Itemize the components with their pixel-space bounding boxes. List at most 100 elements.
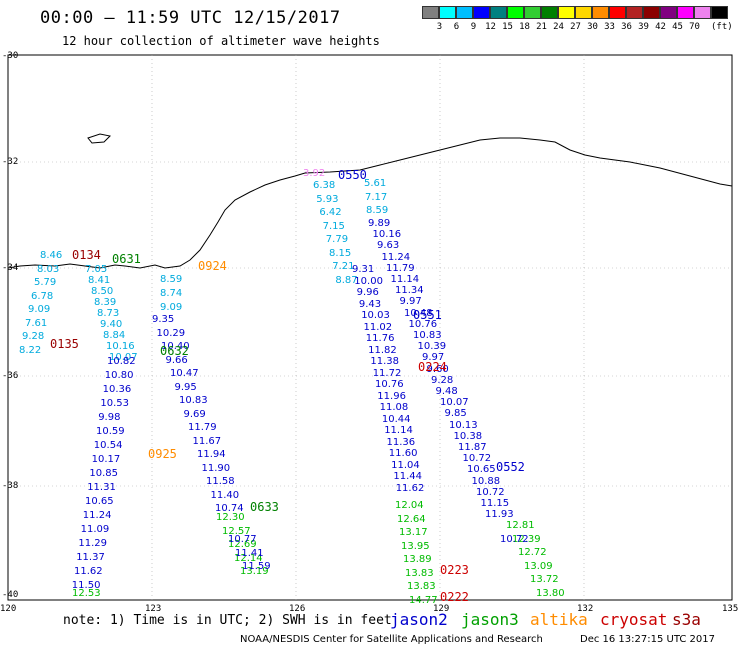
wave-height-value: 10.07 [440, 397, 469, 409]
wave-height-value: 7.61 [25, 317, 48, 329]
wave-height-value: 7.15 [322, 220, 345, 232]
wave-height-value: 10.72 [500, 534, 529, 545]
wave-height-value: 9.09 [28, 304, 51, 315]
wave-height-value: 12.39 [512, 533, 541, 545]
colorbar-label: 42 [655, 22, 666, 32]
colorbar-swatch [694, 6, 711, 19]
wave-height-value: 11.82 [368, 344, 397, 356]
wave-height-value: 8.59 [160, 274, 183, 285]
wave-height-value: 11.34 [395, 285, 424, 297]
wave-height-value: 10.53 [100, 398, 130, 409]
pass-time-label: 0224 [418, 360, 447, 374]
map-frame [7, 54, 733, 601]
lat-label-32: -32 [2, 157, 19, 167]
lon-label-132: 132 [577, 604, 594, 614]
colorbar-label: 33 [604, 22, 615, 32]
wave-height-value: 9.66 [165, 354, 188, 366]
wave-height-value: 10.48 [404, 307, 433, 319]
colorbar-swatch [711, 6, 728, 19]
colorbar-swatch [592, 6, 609, 19]
wave-height-value: 7.05 [85, 264, 108, 275]
wave-height-value: 11.90 [201, 462, 231, 474]
wave-height-value: 8.50 [91, 286, 114, 297]
colorbar-label: 36 [621, 22, 632, 32]
lon-label-126: 126 [289, 604, 306, 614]
lon-label-123: 123 [145, 604, 162, 614]
wave-height-value: 8.03 [37, 263, 60, 275]
wave-height-value: 11.04 [391, 459, 420, 471]
wave-height-value: 10.77 [228, 534, 257, 545]
coastline [7, 137, 733, 269]
wave-height-value: 8.46 [40, 250, 63, 261]
wave-height-value: 9.35 [152, 314, 175, 325]
colorbar-label: 30 [587, 22, 598, 32]
colorbar-swatch [575, 6, 592, 19]
colorbar-label: 70 [689, 22, 700, 32]
wave-height-value: 9.09 [160, 302, 183, 313]
pass-time-label: 0550 [338, 168, 367, 182]
colorbar-swatch [507, 6, 524, 19]
wave-height-value: 3.92 [303, 168, 326, 179]
wave-height-value: 11.62 [74, 566, 103, 577]
wave-height-value: 13.09 [524, 560, 553, 572]
wave-height-value: 12.53 [72, 588, 101, 599]
wave-height-value: 10.16 [106, 341, 135, 352]
wave-height-value: 12.69 [228, 539, 257, 550]
wave-height-value: 10.39 [417, 341, 447, 353]
wave-height-value: 11.87 [458, 442, 487, 453]
wave-height-value: 11.08 [379, 402, 409, 413]
wave-height-value: 8.39 [94, 297, 117, 308]
wave-height-value: 10.13 [449, 419, 478, 431]
wave-height-value: 10.83 [413, 330, 442, 341]
wave-height-value: 11.72 [372, 367, 402, 379]
grid [8, 55, 732, 600]
wave-height-value: 9.96 [356, 287, 379, 298]
wave-height-value: 10.65 [85, 496, 114, 507]
wave-height-value: 11.40 [210, 489, 240, 501]
colorbar-swatch [626, 6, 643, 19]
wave-height-value: 10.88 [471, 475, 501, 487]
wave-height-value: 13.89 [403, 554, 432, 565]
wave-height-value: 10.76 [408, 318, 438, 330]
wave-height-value: 9.43 [358, 298, 382, 310]
wave-height-value: 11.76 [365, 333, 395, 344]
lon-label-135: 135 [722, 604, 739, 614]
wave-height-value: 5.93 [316, 193, 339, 205]
colorbar-swatch [473, 6, 490, 19]
wave-height-value: 8.41 [88, 275, 111, 286]
pass-time-label: 0134 [72, 248, 101, 262]
colorbar [422, 6, 728, 19]
colorbar-swatch [643, 6, 660, 19]
wave-height-value: 11.44 [393, 471, 423, 482]
wave-height-value: 10.16 [372, 229, 402, 241]
pass-time-label: 0631 [112, 252, 141, 266]
wave-height-value: 8.59 [366, 205, 389, 216]
colorbar-swatch [490, 6, 507, 19]
wave-height-value: 9.85 [444, 408, 467, 420]
colorbar-swatch [541, 6, 558, 19]
lat-label-40: -40 [2, 590, 19, 600]
wave-height-value: 11.24 [381, 251, 411, 263]
wave-height-value: 11.09 [80, 524, 110, 535]
wave-height-value: 11.02 [363, 321, 393, 333]
wave-height-value: 10.54 [93, 440, 123, 451]
wave-height-value: 8.74 [160, 288, 183, 299]
colorbar-label: 6 [453, 22, 460, 32]
wave-height-value: 13.83 [405, 567, 434, 579]
wave-height-value: 11.15 [480, 498, 510, 509]
wave-height-value: 11.59 [242, 561, 271, 572]
wave-height-value: 9.69 [183, 408, 206, 420]
wave-height-value: 10.82 [107, 356, 136, 367]
colorbar-label: 21 [536, 22, 547, 32]
lon-label-120: 120 [0, 604, 17, 614]
colorbar-swatch [456, 6, 473, 19]
colorbar-label: 15 [502, 22, 513, 32]
island-kangaroo [87, 133, 112, 144]
wave-height-value: 11.37 [76, 552, 105, 563]
footer-note: note: 1) Time is in UTC; 2) SWH is in fe… [63, 613, 392, 628]
colorbar-swatch [609, 6, 626, 19]
wave-height-value: 10.59 [96, 426, 125, 437]
wave-height-value: 10.17 [91, 454, 121, 465]
wave-height-value: 10.74 [215, 503, 244, 514]
wave-height-value: 9.63 [377, 240, 400, 252]
